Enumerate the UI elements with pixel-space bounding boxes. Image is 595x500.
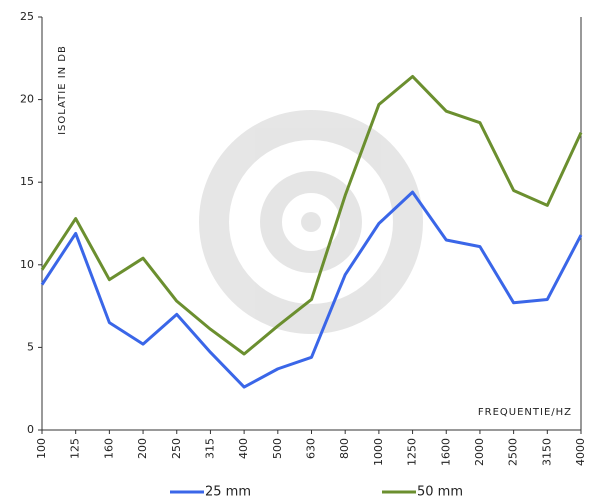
y-axis-label: ISOLATIE IN DB [57,45,68,135]
x-tick-label: 1600 [439,438,452,466]
y-tick-label: 5 [27,340,34,353]
x-tick-label: 250 [170,438,183,459]
legend-label: 50 mm [417,485,463,500]
x-tick-label: 2500 [507,438,520,466]
series-line [40,190,583,389]
y-tick-label: 0 [27,423,34,436]
y-tick-label: 25 [20,10,34,23]
x-tick-label: 100 [35,438,48,459]
x-tick-label: 400 [237,438,250,459]
x-tick-label: 1000 [372,438,385,466]
y-tick-label: 10 [20,258,34,271]
watermark [199,110,423,334]
x-tick-label: 500 [271,438,284,459]
x-tick-label: 315 [203,438,216,459]
x-tick-label: 200 [136,438,149,459]
legend-label: 25 mm [205,485,251,500]
x-tick-label: 3150 [540,438,553,466]
x-tick-label: 125 [69,438,82,459]
series-line [40,74,583,356]
x-tick-label: 160 [102,438,115,459]
y-tick-label: 20 [20,93,34,106]
x-tick-label: 630 [305,438,318,459]
x-tick-label: 800 [338,438,351,459]
x-tick-label: 1250 [406,438,419,466]
x-tick-label: 4000 [574,438,587,466]
y-tick-label: 15 [20,175,34,188]
x-tick-label: 2000 [473,438,486,466]
x-axis-label: FREQUENTIE/HZ [478,407,572,418]
